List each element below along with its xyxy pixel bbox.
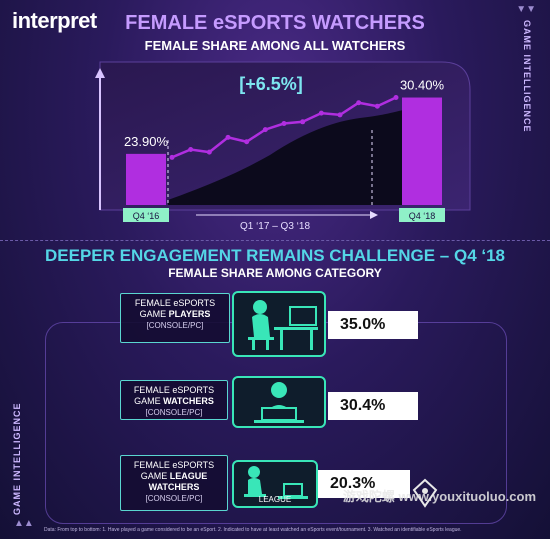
category-line2: GAME WATCHERS: [127, 396, 221, 407]
trend-point: [188, 147, 193, 152]
chevron-decor-bottom-icon: ▲▲: [14, 518, 34, 529]
x-tick-label: Q4 ‘16: [133, 211, 160, 221]
category-sub: [CONSOLE/PC]: [127, 493, 221, 504]
category-line1: FEMALE eSPORTS: [127, 460, 221, 471]
category-value: 30.4%: [328, 392, 418, 420]
watermark: 游戏陀螺 www.youxituoluo.com: [343, 486, 536, 505]
trend-point: [394, 95, 399, 100]
category-value: 35.0%: [328, 311, 418, 339]
trend-point: [170, 155, 175, 160]
category-label: FEMALE eSPORTS GAME WATCHERS [CONSOLE/PC]: [120, 380, 228, 420]
trend-point: [319, 111, 324, 116]
trend-point: [282, 121, 287, 126]
x-axis-arrow: [370, 211, 378, 219]
bar-value-label: 23.90%: [124, 134, 169, 149]
gamer-at-desk-icon: [232, 291, 326, 357]
category-label: FEMALE eSPORTS GAME PLAYERS [CONSOLE/PC]: [120, 293, 230, 343]
category-sub: [CONSOLE/PC]: [127, 320, 223, 331]
category-line1: FEMALE eSPORTS: [127, 385, 221, 396]
section2-title: DEEPER ENGAGEMENT REMAINS CHALLENGE – Q4…: [0, 246, 550, 266]
trend-point: [263, 127, 268, 132]
category-sub: [CONSOLE/PC]: [127, 407, 221, 418]
category-line2: GAME LEAGUE: [127, 471, 221, 482]
bar-q4-18: [402, 98, 442, 205]
section-divider: [0, 240, 550, 241]
category-line1: FEMALE eSPORTS: [127, 298, 223, 309]
bar-value-label: 30.40%: [400, 78, 445, 93]
icon-caption: LEAGUE: [234, 495, 316, 504]
period-label: Q1 ‘17 – Q3 ‘18: [240, 221, 310, 232]
trend-point: [338, 112, 343, 117]
category-line2: GAME PLAYERS: [127, 309, 223, 320]
trend-point: [207, 150, 212, 155]
bar-q4-16: [126, 154, 166, 205]
section2-subtitle: FEMALE SHARE AMONG CATEGORY: [0, 266, 550, 280]
trend-point: [356, 100, 361, 105]
viewer-at-laptop-icon: [232, 376, 326, 428]
category-line3: WATCHERS: [127, 482, 221, 493]
change-annotation: [+6.5%]: [239, 74, 303, 94]
trend-point: [300, 119, 305, 124]
x-tick-label: Q4 ‘18: [409, 211, 436, 221]
category-label: FEMALE eSPORTS GAME LEAGUE WATCHERS [CONSOL…: [120, 455, 228, 511]
watchers-chart: 23.90% 30.40% Q4 ‘16 Q4 ‘18 Q1 ‘17 – Q3 ‘1…: [0, 0, 550, 240]
trend-point: [375, 104, 380, 109]
side-label-left: GAME INTELLIGENCE: [12, 405, 22, 515]
footnote: Data: From top to bottom: 1. Have played…: [44, 527, 462, 533]
trend-point: [244, 139, 249, 144]
trend-point: [226, 135, 231, 140]
league-viewer-icon: LEAGUE: [232, 460, 318, 508]
